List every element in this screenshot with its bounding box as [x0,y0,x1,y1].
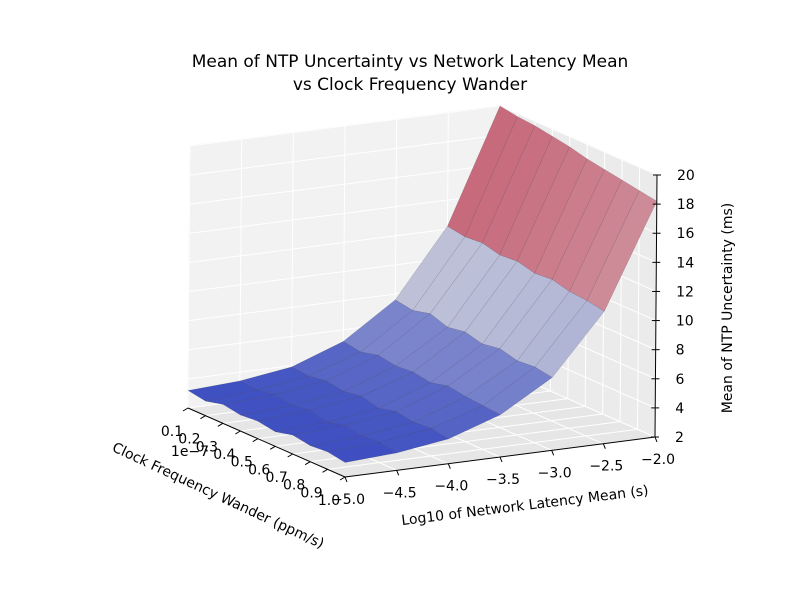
y-tick-label: 0.1 [161,424,183,440]
surface-face [534,300,605,378]
y-tick-label: 0.9 [300,485,322,501]
x-tick [499,456,503,463]
y-tick [322,468,328,473]
y-tick [217,422,224,427]
x-tick-label: −2.0 [641,452,675,468]
x-tick [654,436,658,443]
x-tick-label: −3.5 [486,472,520,488]
surface [187,105,658,463]
z-tick-label: 4 [675,401,684,417]
x-tick-label: −3.0 [538,465,572,481]
x-tick-label: −4.0 [434,479,468,495]
grid-line [499,105,658,176]
y-tick [235,430,241,435]
x-tick [344,476,348,483]
y-tick-label: 0.3 [196,439,218,455]
z-tick-label: 16 [677,226,695,242]
y-tick [339,476,346,481]
x-tick [447,463,451,469]
grid-line [327,428,638,470]
z-tick-label: 12 [676,284,694,300]
chart-title: vs Clock Frequency Wander [293,75,527,95]
y-offset-label: 1e−7 [171,444,209,460]
grid-line [189,163,500,205]
z-tick-label: 2 [675,430,684,446]
grid-line [189,105,501,147]
axes: −5.0 −4.5 −4.0 −3.5 −3.0 −2.5 −2.0 0.10.20.30.4… [161,168,695,509]
x-tick-label: −2.5 [589,459,623,475]
y-tick-label: 0.7 [266,470,288,486]
grid-line [189,134,500,176]
y-tick [182,407,189,412]
grid-line [239,139,243,402]
z-tick-label: 14 [676,255,694,271]
z-tick-label: 6 [675,372,684,388]
surface-face [482,366,553,416]
y-tick-label: 0.6 [248,462,270,478]
z-axis-label: Mean of NTP Uncertainty (ms) [720,203,736,414]
x-tick [551,450,555,456]
surface-face [327,442,398,463]
y-tick [287,453,293,458]
z-tick-label: 10 [676,314,694,330]
y-tick [200,415,206,420]
grid-line [290,132,294,395]
chart-title: Mean of NTP Uncertainty vs Network Laten… [192,52,629,72]
y-axis-line [187,407,346,478]
grid-line [189,192,500,234]
surface-face [378,428,450,454]
z-tick-label: 8 [676,343,685,359]
y-tick [269,445,276,450]
z-axis-line [654,174,658,438]
z-tick-label: 18 [677,197,695,213]
z-tick-label: 20 [677,168,695,184]
grid-line [187,145,191,409]
x-tick [602,443,606,449]
x-tick-label: −4.5 [383,485,417,501]
y-tick-label: 0.2 [178,432,200,448]
y-tick-label: 0.4 [213,447,235,463]
y-tick-label: 0.5 [231,455,253,471]
x-tick [396,470,400,476]
y-tick-label: 0.8 [283,478,305,494]
x-tick-label: −5.0 [331,492,365,508]
y-tick [252,438,259,443]
y-tick [304,461,311,466]
y-tick-label: 1.0 [318,493,340,509]
